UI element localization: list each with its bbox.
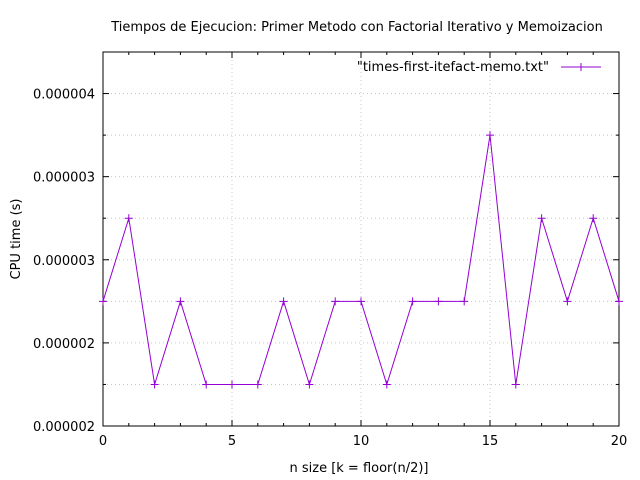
grid-layer [103,52,619,426]
x-tick-label: 10 [353,434,370,449]
data-point [460,297,469,306]
data-point [331,297,340,306]
y-axis-label: CPU time (s) [9,199,24,280]
data-point [357,297,365,306]
y-tick-label: 0.000003 [33,171,95,186]
data-point [202,380,211,389]
data-point [589,214,598,223]
data-point [615,297,623,306]
y-tick-label: 0.000002 [33,337,95,352]
data-point [408,297,417,306]
data-point [511,380,520,389]
x-tick-label: 20 [611,434,628,449]
x-axis-label: n size [k = floor(n/2)] [289,461,428,476]
data-point [305,380,314,389]
data-point [228,380,236,389]
data-point [382,380,391,389]
y-tick-label: 0.000003 [33,254,95,269]
chart-title: Tiempos de Ejecucion: Primer Metodo con … [110,20,603,35]
data-point [99,297,107,306]
data-point [150,380,159,389]
data-point [537,214,546,223]
data-point [486,131,494,140]
data-point [176,297,185,306]
data-point [563,297,572,306]
x-tick-label: 5 [228,434,236,449]
data-point [434,297,443,306]
x-axis: 0 5 10 15 20 [99,52,627,449]
data-point [279,297,288,306]
x-tick-label: 0 [99,434,107,449]
legend: "times-first-itefact-memo.txt" [357,60,601,75]
y-tick-label: 0.000004 [33,88,95,103]
y-axis: 0.000002 0.000002 0.000003 0.000003 0.000004 [33,51,619,435]
data-point [124,214,133,223]
x-tick-label: 15 [482,434,499,449]
series-layer [99,131,623,389]
legend-marker [577,63,585,71]
y-tick-label: 0.000002 [33,420,95,435]
legend-label: "times-first-itefact-memo.txt" [357,60,549,75]
data-point [253,380,262,389]
